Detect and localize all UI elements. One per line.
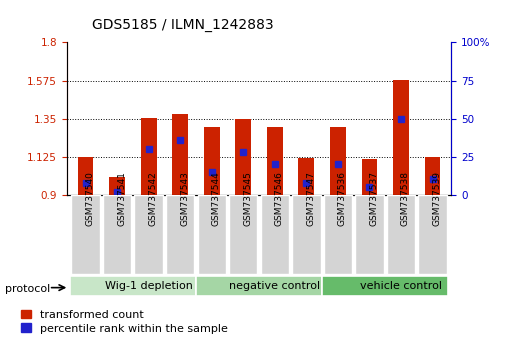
FancyBboxPatch shape bbox=[261, 195, 289, 274]
FancyBboxPatch shape bbox=[292, 195, 321, 274]
FancyBboxPatch shape bbox=[166, 195, 194, 274]
Bar bbox=[172, 114, 188, 195]
Bar bbox=[425, 156, 440, 195]
FancyBboxPatch shape bbox=[103, 195, 131, 274]
Bar bbox=[109, 177, 125, 195]
Bar bbox=[393, 80, 409, 195]
FancyBboxPatch shape bbox=[387, 195, 415, 274]
Text: negative control: negative control bbox=[229, 281, 321, 291]
Bar bbox=[330, 127, 346, 195]
Text: protocol: protocol bbox=[5, 284, 50, 293]
Text: GSM737545: GSM737545 bbox=[243, 171, 252, 226]
Text: GSM737541: GSM737541 bbox=[117, 171, 126, 226]
Bar bbox=[235, 119, 251, 195]
Text: GSM737539: GSM737539 bbox=[432, 171, 442, 226]
Text: Wig-1 depletion: Wig-1 depletion bbox=[105, 281, 192, 291]
Bar bbox=[267, 127, 283, 195]
FancyBboxPatch shape bbox=[70, 275, 196, 296]
Text: GSM737538: GSM737538 bbox=[401, 171, 410, 226]
Text: GSM737544: GSM737544 bbox=[212, 171, 221, 226]
FancyBboxPatch shape bbox=[229, 195, 258, 274]
Bar bbox=[78, 156, 93, 195]
Text: GDS5185 / ILMN_1242883: GDS5185 / ILMN_1242883 bbox=[92, 18, 274, 32]
Text: GSM737542: GSM737542 bbox=[149, 171, 157, 226]
FancyBboxPatch shape bbox=[196, 275, 322, 296]
Bar bbox=[141, 118, 156, 195]
Text: GSM737547: GSM737547 bbox=[306, 171, 315, 226]
Text: GSM737536: GSM737536 bbox=[338, 171, 347, 226]
FancyBboxPatch shape bbox=[198, 195, 226, 274]
FancyBboxPatch shape bbox=[322, 275, 448, 296]
FancyBboxPatch shape bbox=[356, 195, 384, 274]
Text: GSM737546: GSM737546 bbox=[275, 171, 284, 226]
Bar bbox=[362, 159, 378, 195]
Text: GSM737537: GSM737537 bbox=[369, 171, 379, 226]
Bar bbox=[299, 158, 314, 195]
FancyBboxPatch shape bbox=[324, 195, 352, 274]
FancyBboxPatch shape bbox=[71, 195, 100, 274]
Legend: transformed count, percentile rank within the sample: transformed count, percentile rank withi… bbox=[21, 310, 228, 333]
FancyBboxPatch shape bbox=[418, 195, 447, 274]
Text: GSM737540: GSM737540 bbox=[86, 171, 94, 226]
Bar bbox=[204, 127, 220, 195]
Text: GSM737543: GSM737543 bbox=[180, 171, 189, 226]
Text: vehicle control: vehicle control bbox=[360, 281, 442, 291]
FancyBboxPatch shape bbox=[134, 195, 163, 274]
